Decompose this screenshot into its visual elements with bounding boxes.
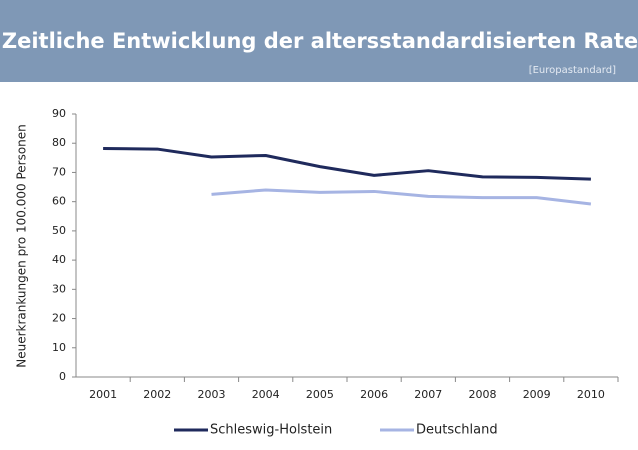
y-tick-label: 30 — [52, 282, 66, 295]
y-tick-label: 60 — [52, 195, 66, 208]
chart-subtitle: [Europastandard] — [529, 65, 616, 76]
x-tick-label: 2005 — [306, 388, 334, 401]
x-tick-label: 2001 — [89, 388, 117, 401]
y-tick-label: 0 — [59, 370, 66, 383]
y-tick-label: 70 — [52, 165, 66, 178]
y-tick-label: 90 — [52, 107, 66, 120]
legend-label: Schleswig-Holstein — [210, 423, 332, 438]
x-tick-label: 2003 — [198, 388, 226, 401]
x-tick-label: 2006 — [360, 388, 388, 401]
chart-title: Zeitliche Entwicklung der altersstandard… — [2, 29, 638, 53]
y-tick-label: 50 — [52, 224, 66, 237]
y-tick-label: 80 — [52, 136, 66, 149]
y-axis-label: Neuerkrankungen pro 100.000 Personen — [15, 124, 29, 368]
y-tick-label: 10 — [52, 341, 66, 354]
legend-label: Deutschland — [416, 423, 498, 438]
header-banner — [0, 0, 638, 82]
x-tick-label: 2004 — [252, 388, 280, 401]
x-tick-label: 2009 — [523, 388, 551, 401]
x-tick-label: 2008 — [469, 388, 497, 401]
x-tick-label: 2002 — [143, 388, 171, 401]
x-tick-label: 2010 — [577, 388, 605, 401]
series-line — [103, 146, 591, 181]
y-tick-label: 20 — [52, 312, 66, 325]
x-tick-label: 2007 — [414, 388, 442, 401]
y-tick-label: 40 — [52, 253, 66, 266]
series-line — [211, 188, 592, 206]
